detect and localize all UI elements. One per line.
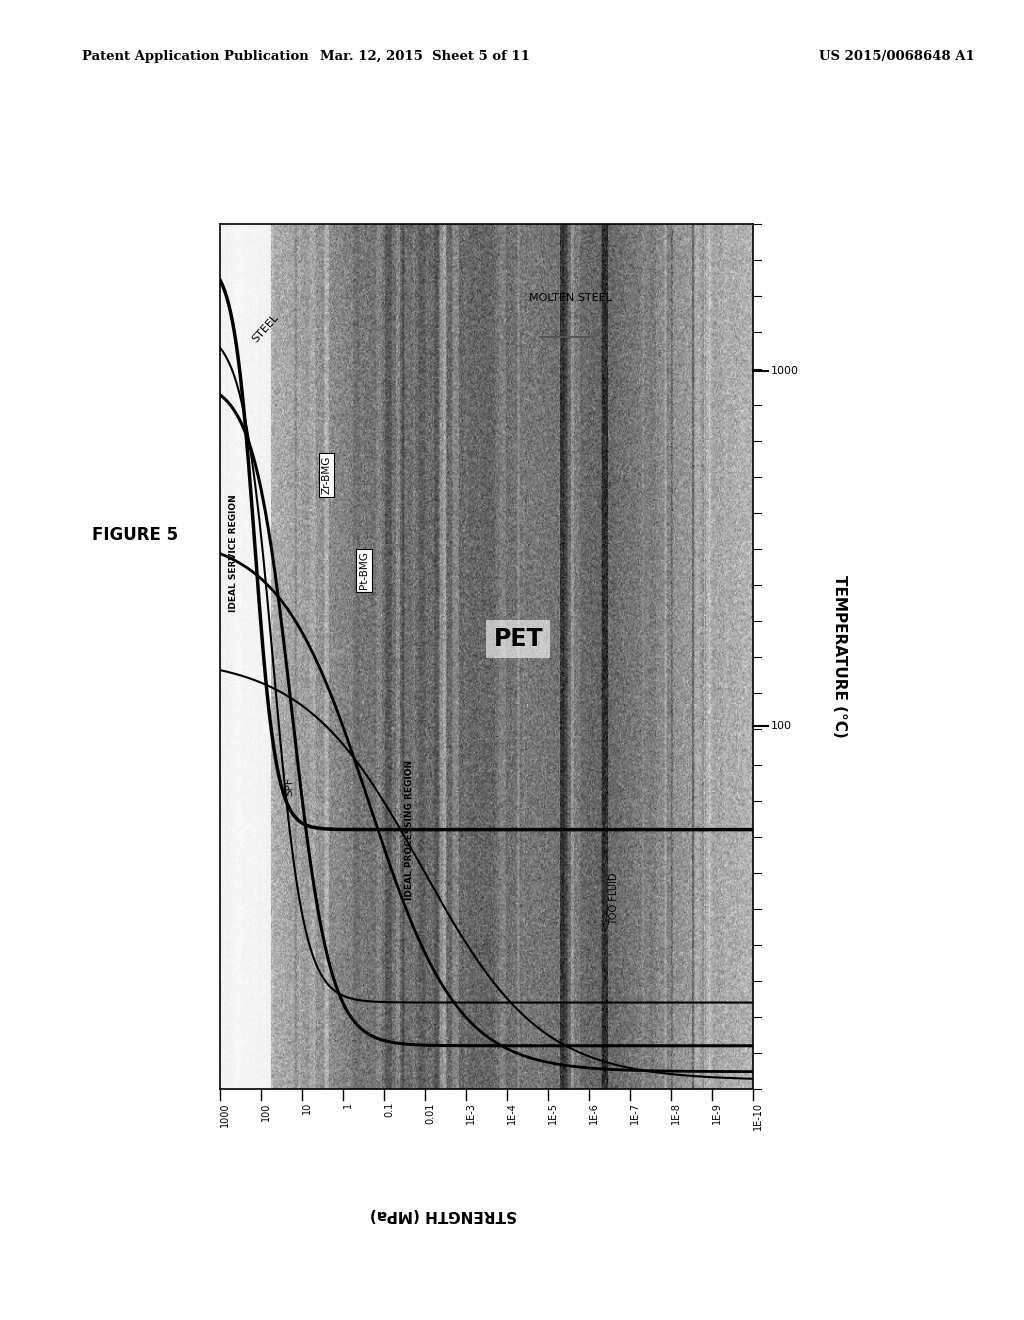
Text: 1E-4: 1E-4 (507, 1102, 517, 1125)
Text: 1E-6: 1E-6 (589, 1102, 599, 1125)
Text: 1: 1 (343, 1102, 353, 1109)
Text: 1E-3: 1E-3 (466, 1102, 476, 1125)
Text: TOO FLUID: TOO FLUID (609, 873, 620, 925)
Text: STRENGTH (MPa): STRENGTH (MPa) (371, 1206, 517, 1222)
Text: 10: 10 (302, 1102, 312, 1114)
Text: Zr-BMG: Zr-BMG (322, 455, 332, 494)
Text: 1E-5: 1E-5 (548, 1102, 558, 1125)
Text: TEMPERATURE (°C): TEMPERATURE (°C) (833, 576, 847, 738)
Text: Patent Application Publication: Patent Application Publication (82, 50, 308, 63)
Text: IDEAL SERVICE REGION: IDEAL SERVICE REGION (229, 494, 238, 612)
Text: Pt-BMG: Pt-BMG (359, 552, 369, 589)
Text: US 2015/0068648 A1: US 2015/0068648 A1 (819, 50, 975, 63)
Text: STEEL: STEEL (250, 312, 281, 345)
Text: SPF: SPF (285, 777, 294, 796)
Text: MOLTEN STEEL: MOLTEN STEEL (529, 293, 612, 302)
Text: 100: 100 (261, 1102, 271, 1121)
Text: FIGURE 5: FIGURE 5 (92, 525, 178, 544)
Bar (220, 224, 270, 1089)
Text: 1000: 1000 (771, 367, 799, 376)
Text: 1E-9: 1E-9 (712, 1102, 722, 1125)
Text: PET: PET (494, 627, 543, 651)
Text: 1E-10: 1E-10 (753, 1102, 763, 1130)
Text: 1000: 1000 (220, 1102, 230, 1127)
Text: 1E-8: 1E-8 (671, 1102, 681, 1125)
Text: 100: 100 (771, 721, 793, 731)
Text: 0.01: 0.01 (425, 1102, 435, 1123)
Text: Mar. 12, 2015  Sheet 5 of 11: Mar. 12, 2015 Sheet 5 of 11 (321, 50, 529, 63)
Text: IDEAL PROCESSING REGION: IDEAL PROCESSING REGION (404, 759, 414, 900)
Text: 0.1: 0.1 (384, 1102, 394, 1118)
Text: 1E-7: 1E-7 (630, 1102, 640, 1125)
